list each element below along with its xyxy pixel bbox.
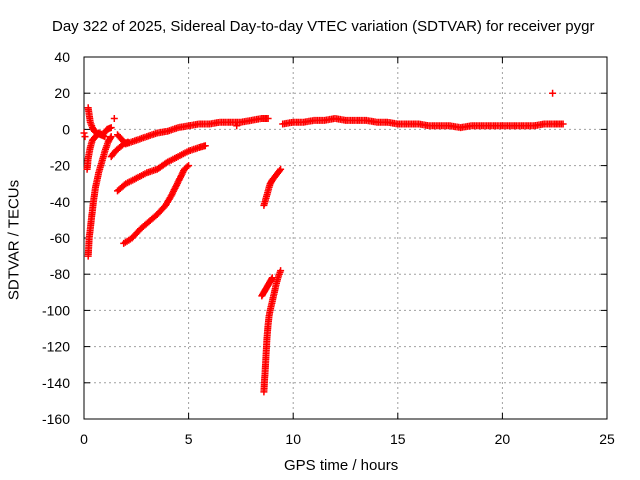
y-tick-label: -80 [50, 266, 70, 282]
y-tick-label: 40 [54, 49, 70, 65]
x-axis-label: GPS time / hours [284, 457, 399, 474]
y-tick-label: -20 [50, 158, 70, 174]
x-tick-label: 25 [599, 431, 615, 447]
grid-lines [84, 57, 607, 419]
x-tick-label: 5 [185, 431, 193, 447]
x-tick-label: 10 [285, 431, 301, 447]
data-points [80, 89, 567, 396]
y-axis-label: SDTVAR / TECUs [5, 179, 23, 301]
y-tick-label: -100 [42, 302, 70, 318]
x-tick-label: 15 [390, 431, 406, 447]
y-tick-label: -120 [42, 339, 70, 355]
y-tick-label: -140 [42, 375, 70, 391]
y-tick-label: -40 [50, 194, 70, 210]
axis-ticks: 0 5 10 15 20 25 -160 -140 -120 -100 -80 -60 -40 -20 0 2… [42, 49, 615, 447]
chart-title: Day 322 of 2025, Sidereal Day-to-day VTE… [52, 18, 595, 35]
scatter-markers [80, 89, 567, 396]
x-tick-label: 0 [80, 431, 88, 447]
x-tick-label: 20 [495, 431, 511, 447]
y-tick-label: -160 [42, 411, 70, 427]
y-tick-label: 20 [54, 85, 70, 101]
y-tick-label: 0 [62, 121, 70, 137]
y-tick-label: -60 [50, 230, 70, 246]
